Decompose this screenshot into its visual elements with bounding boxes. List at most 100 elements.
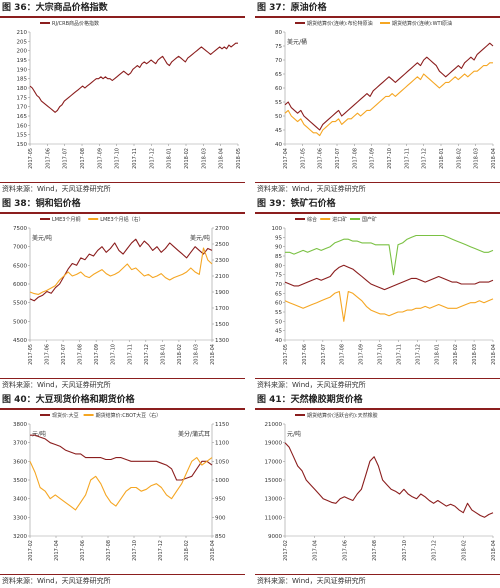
- left-tick-label: 65: [275, 72, 282, 78]
- source-note: 资料来源：Wind，天风证券研究所: [0, 574, 245, 587]
- x-tick-label: 2018-02: [184, 148, 190, 169]
- left-tick-label: 6000: [13, 282, 27, 288]
- left-tick-label: 55: [275, 100, 282, 106]
- series-line: [284, 42, 494, 131]
- x-tick-label: 2017-12: [144, 344, 150, 365]
- left-tick-label: 45: [275, 128, 282, 134]
- legend-label: 综合: [307, 216, 317, 223]
- left-tick-label: 55: [275, 310, 282, 316]
- legend-label: 期货结算价:CBOT大豆（右）: [96, 412, 162, 419]
- left-tick-label: 170: [17, 105, 28, 111]
- left-unit-label: 美元/桶: [287, 38, 307, 46]
- panel-rubber: 图 41：天然橡胶期货价格 9000 11000 13000 15000 17000 19…: [255, 392, 500, 588]
- right-tick-label: 2300: [215, 258, 229, 264]
- x-tick-label: 2017-06: [318, 148, 324, 169]
- left-tick-label: 45: [275, 329, 282, 335]
- x-tick-label: 2017-02: [28, 540, 34, 561]
- left-tick-label: 65: [275, 291, 282, 297]
- x-tick-label: 2017-09: [370, 148, 376, 169]
- x-tick-label: 2017-05: [28, 148, 34, 169]
- right-tick-label: 1000: [215, 478, 229, 484]
- left-tick-label: 3200: [13, 534, 27, 540]
- right-tick-label: 1500: [215, 322, 229, 328]
- source-note: 资料来源：Wind，天风证券研究所: [255, 378, 500, 391]
- x-tick-label: 2018-02: [461, 540, 467, 561]
- left-tick-label: 70: [275, 58, 282, 64]
- left-tick-label: 75: [275, 273, 282, 279]
- legend-label: 期货结算价(连续):WTI原油: [392, 20, 452, 27]
- x-tick-label: 2017-07: [321, 344, 327, 365]
- x-tick-label: 2017-08: [80, 148, 86, 169]
- panel-soybean: 图 40：大豆现货价格和期货价格 3200 3300 3400 3500 3600 370…: [0, 392, 245, 588]
- legend-swatch: [295, 22, 305, 24]
- x-tick-label: 2018-05: [236, 148, 242, 169]
- x-tick-label: 2018-04: [219, 148, 225, 169]
- left-tick-label: 95: [275, 235, 282, 241]
- right-tick-label: 900: [215, 515, 226, 521]
- x-tick-label: 2017-12: [415, 344, 421, 365]
- legend-label: 国产矿: [362, 216, 377, 223]
- x-tick-label: 2018-04: [491, 540, 497, 561]
- left-tick-label: 180: [17, 86, 28, 92]
- chart-copper-aluminum: 4500 5000 5500 6000 6500 7000 7500 1300 1500 1700…: [13, 216, 229, 365]
- source-note: 资料来源：Wind，天风证券研究所: [255, 182, 500, 195]
- x-tick-label: 2018-01: [434, 344, 440, 365]
- x-tick-label: 2017-10: [115, 148, 121, 169]
- x-tick-label: 2017-08: [372, 540, 378, 561]
- x-tick-label: 2017-10: [132, 540, 138, 561]
- x-tick-label: 2017-12: [149, 148, 155, 169]
- x-tick-label: 2017-02: [283, 540, 289, 561]
- left-tick-label: 5500: [13, 301, 27, 307]
- panel-title: 图 37：原油价格: [255, 0, 500, 18]
- left-tick-label: 11000: [265, 515, 283, 521]
- x-tick-label: 2017-06: [342, 540, 348, 561]
- right-tick-label: 1150: [215, 422, 229, 428]
- left-tick-label: 9000: [268, 534, 282, 540]
- legend-label: 期货结算价(连续):布伦特原油: [307, 20, 373, 27]
- x-tick-label: 2018-02: [453, 344, 459, 365]
- panel-title: 图 41：天然橡胶期货价格: [255, 392, 500, 410]
- x-tick-label: 2017-05: [283, 344, 289, 365]
- left-tick-label: 185: [17, 77, 28, 83]
- x-tick-label: 2017-10: [111, 344, 117, 365]
- legend-label: 现货价:大豆: [52, 412, 79, 419]
- series-line: [29, 247, 213, 295]
- left-tick-label: 21000: [265, 422, 283, 428]
- x-tick-label: 2017-06: [45, 148, 51, 169]
- legend-label: RJ/CRB商品价格指数: [52, 20, 99, 27]
- series-line: [29, 238, 213, 302]
- series-line: [29, 42, 238, 113]
- left-tick-label: 50: [275, 114, 282, 120]
- left-tick-label: 165: [17, 114, 28, 120]
- x-tick-label: 2017-04: [54, 540, 60, 561]
- left-tick-label: 13000: [265, 497, 283, 503]
- x-tick-label: 2017-12: [432, 540, 438, 561]
- series-line: [284, 442, 494, 518]
- left-tick-label: 3500: [13, 478, 27, 484]
- left-tick-label: 175: [17, 95, 28, 101]
- x-tick-label: 2017-06: [80, 540, 86, 561]
- panel-title: 图 38：铜和铝价格: [0, 196, 245, 214]
- legend-swatch: [295, 218, 305, 220]
- left-tick-label: 3400: [13, 497, 27, 503]
- source-note: 资料来源：Wind，天风证券研究所: [0, 378, 245, 391]
- left-tick-label: 200: [17, 49, 28, 55]
- legend-swatch: [40, 22, 50, 24]
- x-tick-label: 2018-03: [474, 148, 480, 169]
- left-tick-label: 60: [275, 301, 282, 307]
- x-tick-label: 2017-08: [106, 540, 112, 561]
- left-unit-label: 美元/吨: [32, 234, 52, 242]
- left-tick-label: 17000: [265, 459, 283, 465]
- legend-swatch: [40, 414, 50, 416]
- legend-label: LME3个月铜: [52, 216, 80, 223]
- x-tick-label: 2018-03: [201, 148, 207, 169]
- left-tick-label: 40: [275, 142, 282, 148]
- left-tick-label: 6500: [13, 263, 27, 269]
- x-tick-label: 2018-02: [177, 344, 183, 365]
- x-tick-label: 2017-09: [359, 344, 365, 365]
- left-tick-label: 40: [275, 338, 282, 344]
- x-tick-label: 2017-05: [300, 148, 306, 169]
- right-tick-label: 1050: [215, 459, 229, 465]
- left-tick-label: 70: [275, 282, 282, 288]
- source-note: 资料来源：Wind，天风证券研究所: [255, 574, 500, 587]
